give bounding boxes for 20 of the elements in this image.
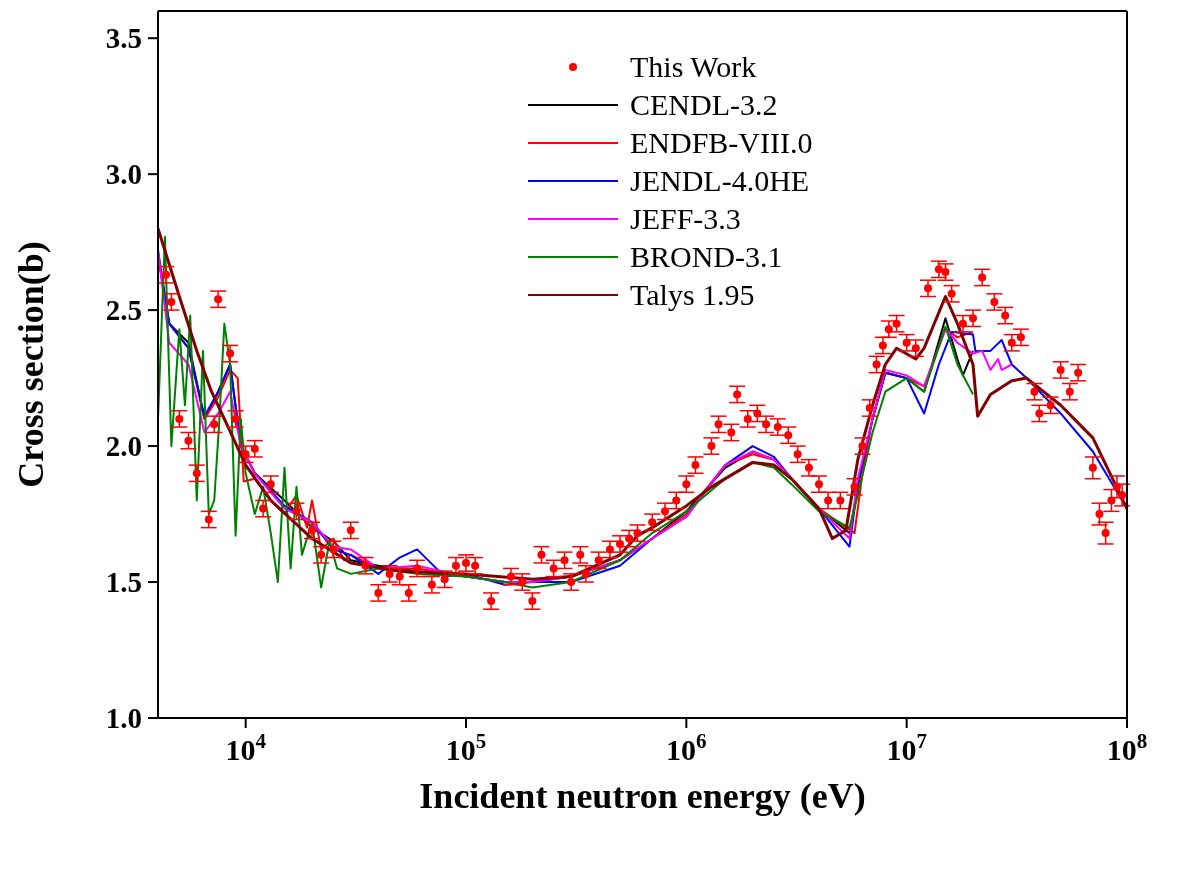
y-axis-title: Cross section(b)	[10, 241, 51, 488]
legend-label: BROND-3.1	[630, 239, 783, 275]
legend-label: Talys 1.95	[630, 277, 755, 313]
legend-label: CENDL-3.2	[630, 87, 778, 123]
y-tick-label: 3.0	[105, 158, 142, 191]
legend-label: JEFF-3.3	[630, 201, 741, 237]
legend-label: JENDL-4.0HE	[630, 163, 810, 199]
y-tick-label: 1.5	[105, 566, 142, 599]
x-tick-label: 10$^{5}$	[445, 729, 487, 766]
y-tick-label: 3.5	[105, 22, 142, 55]
y-tick-label: 2.5	[105, 294, 142, 327]
x-tick-label: 10$^{4}$	[225, 729, 267, 766]
x-tick-label: 10$^{7}$	[886, 729, 927, 766]
legend-label: ENDFB-VIII.0	[630, 125, 813, 161]
x-axis-title: Incident neutron energy (eV)	[419, 776, 866, 816]
x-tick-label: 10$^{6}$	[666, 729, 707, 766]
y-tick-label: 2.0	[105, 430, 142, 463]
x-tick-label: 10$^{8}$	[1106, 729, 1148, 766]
legend-label: This Work	[630, 49, 757, 85]
y-tick-label: 1.0	[105, 702, 142, 734]
